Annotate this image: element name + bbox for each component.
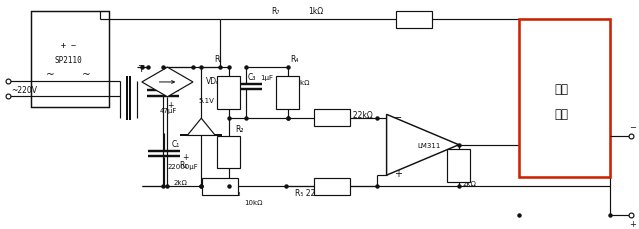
Bar [314,110,350,127]
Bar [276,77,299,109]
Text: R₇: R₇ [272,7,280,16]
Text: + −: + − [61,41,76,50]
Text: +: + [394,168,403,178]
Text: 2kΩ: 2kΩ [463,180,477,186]
Bar [202,178,238,195]
Text: C₂: C₂ [167,83,176,92]
Bar [31,12,109,107]
Text: 10kΩ: 10kΩ [244,199,263,205]
Text: R₆: R₆ [463,161,471,170]
Text: 1kΩ: 1kΩ [308,7,323,16]
Text: R₃: R₃ [232,188,240,197]
Text: 稳压: 稳压 [554,82,568,95]
Bar [314,178,350,195]
Text: 2kΩ: 2kΩ [174,180,188,185]
Text: 10kΩ: 10kΩ [291,80,309,86]
Polygon shape [387,115,459,175]
Bar [519,20,610,178]
Text: 1μF: 1μF [261,74,273,80]
Text: SP2110: SP2110 [54,55,82,64]
Text: C₃: C₃ [248,72,256,82]
Text: R₅ 22kΩ: R₅ 22kΩ [295,188,325,197]
Text: VDₘ: VDₘ [206,77,222,86]
Text: R₄: R₄ [291,54,299,63]
Bar [447,150,470,182]
Text: ~: ~ [82,70,91,80]
Text: −: − [629,123,636,131]
Bar [217,136,240,169]
Text: 电路: 电路 [554,107,568,120]
Polygon shape [142,68,193,97]
Text: ~220V: ~220V [11,86,37,95]
Bar [396,12,432,29]
Text: +: + [629,220,636,229]
Polygon shape [187,119,215,136]
Text: R₆ 22kΩ: R₆ 22kΩ [342,110,373,120]
Text: +: + [167,101,174,110]
Text: LM311: LM311 [417,142,441,148]
Text: 5.1V: 5.1V [198,98,214,104]
Text: −: − [394,112,403,122]
Text: Rₜ: Rₜ [215,54,222,63]
Text: R₁: R₁ [179,160,187,169]
Text: ~: ~ [45,70,54,80]
Bar [217,77,240,109]
Text: C₁: C₁ [172,139,180,148]
Text: 22000μF: 22000μF [167,163,198,169]
Text: T: T [138,65,143,74]
Text: R₂: R₂ [235,125,243,134]
Text: +: + [182,153,189,162]
Text: 47μF: 47μF [160,108,177,114]
